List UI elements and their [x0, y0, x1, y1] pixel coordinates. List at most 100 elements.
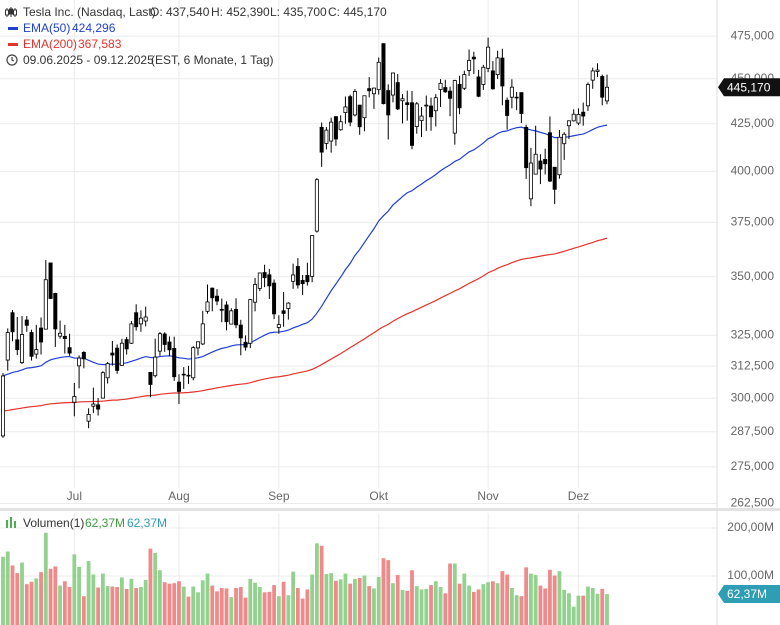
volume-bar [281, 581, 286, 625]
volume-bar [267, 591, 272, 625]
candle-body [205, 301, 210, 312]
candle-body [10, 312, 15, 333]
volume-bar [595, 593, 600, 625]
volume-bar [134, 587, 139, 625]
volume-bar [143, 579, 148, 625]
candle-body [248, 299, 253, 344]
volume-bar [153, 552, 158, 625]
volume-bar [372, 588, 376, 625]
candle-body [414, 103, 419, 127]
volume-bar [386, 560, 391, 625]
candle-body [528, 162, 533, 200]
y-tick-label: 400,000 [731, 164, 775, 178]
volume-bar [462, 573, 467, 625]
candle-body [452, 80, 457, 134]
candle-body [86, 414, 91, 422]
y-tick-label: 425,000 [731, 116, 775, 130]
candle-body [58, 332, 63, 337]
candle-body [286, 302, 291, 309]
candle-body [343, 106, 348, 113]
volume-bar [158, 570, 162, 625]
volume-bar [243, 597, 248, 625]
quote-close: C: 445,170 [328, 5, 387, 19]
candle-body [314, 179, 319, 232]
volume-bar [172, 583, 177, 625]
volume-bar [576, 595, 581, 625]
volume-bar [110, 586, 115, 625]
ema-line [2, 237, 608, 412]
candle-body [129, 323, 134, 344]
volume-bar [167, 583, 172, 625]
volume-bar [67, 587, 72, 625]
candle-body [181, 373, 186, 376]
y-tick-label: 262,500 [731, 496, 775, 510]
candle-body [538, 160, 543, 170]
period-note: (EST, 6 Monate, 1 Tag) [151, 53, 274, 67]
x-tick-label: Okt [369, 489, 388, 503]
volume-bar [438, 587, 443, 625]
volume-bar [338, 579, 343, 625]
volume-bar [291, 571, 296, 625]
candle-body [566, 120, 571, 127]
volume-bar [77, 566, 81, 625]
volume-bar [410, 570, 414, 625]
candle-body [253, 284, 258, 303]
volume-bar [586, 586, 590, 625]
ema-line [2, 124, 608, 377]
y-tick-label: 300,000 [731, 390, 775, 404]
candle-body [138, 317, 143, 325]
volume-bar [257, 587, 262, 625]
candle-body [34, 349, 39, 355]
volume-bar [414, 586, 419, 625]
volume-bar [581, 595, 586, 625]
candle-body [519, 92, 524, 114]
volume-bar [139, 587, 143, 625]
candle-body [105, 363, 110, 379]
volume-bar [224, 588, 229, 625]
candle-body [357, 104, 362, 128]
candle-body [576, 113, 581, 124]
candle-body [547, 132, 552, 182]
volume-bar [177, 581, 181, 625]
volume-bar [481, 584, 486, 625]
y-tick-label: 475,000 [731, 28, 775, 42]
candle-body [371, 87, 376, 95]
candle-body [495, 57, 500, 75]
candle-body [367, 88, 372, 92]
candle-body [39, 327, 44, 343]
chart-title: Tesla Inc. (Nasdaq, Last) [23, 5, 156, 19]
volume-bar [600, 588, 605, 625]
volume-bar [186, 596, 191, 625]
volume-bar [605, 594, 609, 625]
volume-bar [286, 595, 291, 625]
candle-body [267, 274, 272, 287]
candle-body [590, 70, 595, 81]
candle-body [390, 72, 395, 96]
volume-bar [305, 589, 310, 625]
volume-bar [367, 586, 372, 625]
candle-body [243, 341, 248, 348]
volume-bar [490, 581, 495, 625]
candle-body [162, 333, 167, 345]
price-badge-label: 445,170 [727, 80, 771, 94]
candle-body [509, 86, 514, 98]
volume-bar [524, 567, 529, 625]
volume-bar [419, 589, 424, 625]
candle-body [195, 341, 200, 349]
volume-bar [238, 587, 243, 625]
volume-bar [567, 593, 571, 625]
volume-bar [81, 596, 86, 625]
candle-body [433, 97, 438, 112]
candle-body [157, 333, 162, 352]
candle-body [429, 105, 434, 118]
volume-bar [62, 581, 67, 625]
candle-body [191, 347, 196, 379]
candle-body [505, 99, 510, 116]
candle-body [115, 347, 120, 371]
x-tick-label: Aug [168, 489, 189, 503]
volume-bar [400, 589, 405, 625]
candle-body [481, 66, 486, 85]
candle-body [438, 82, 443, 90]
candle-body [281, 310, 286, 314]
volume-bar [229, 597, 234, 625]
